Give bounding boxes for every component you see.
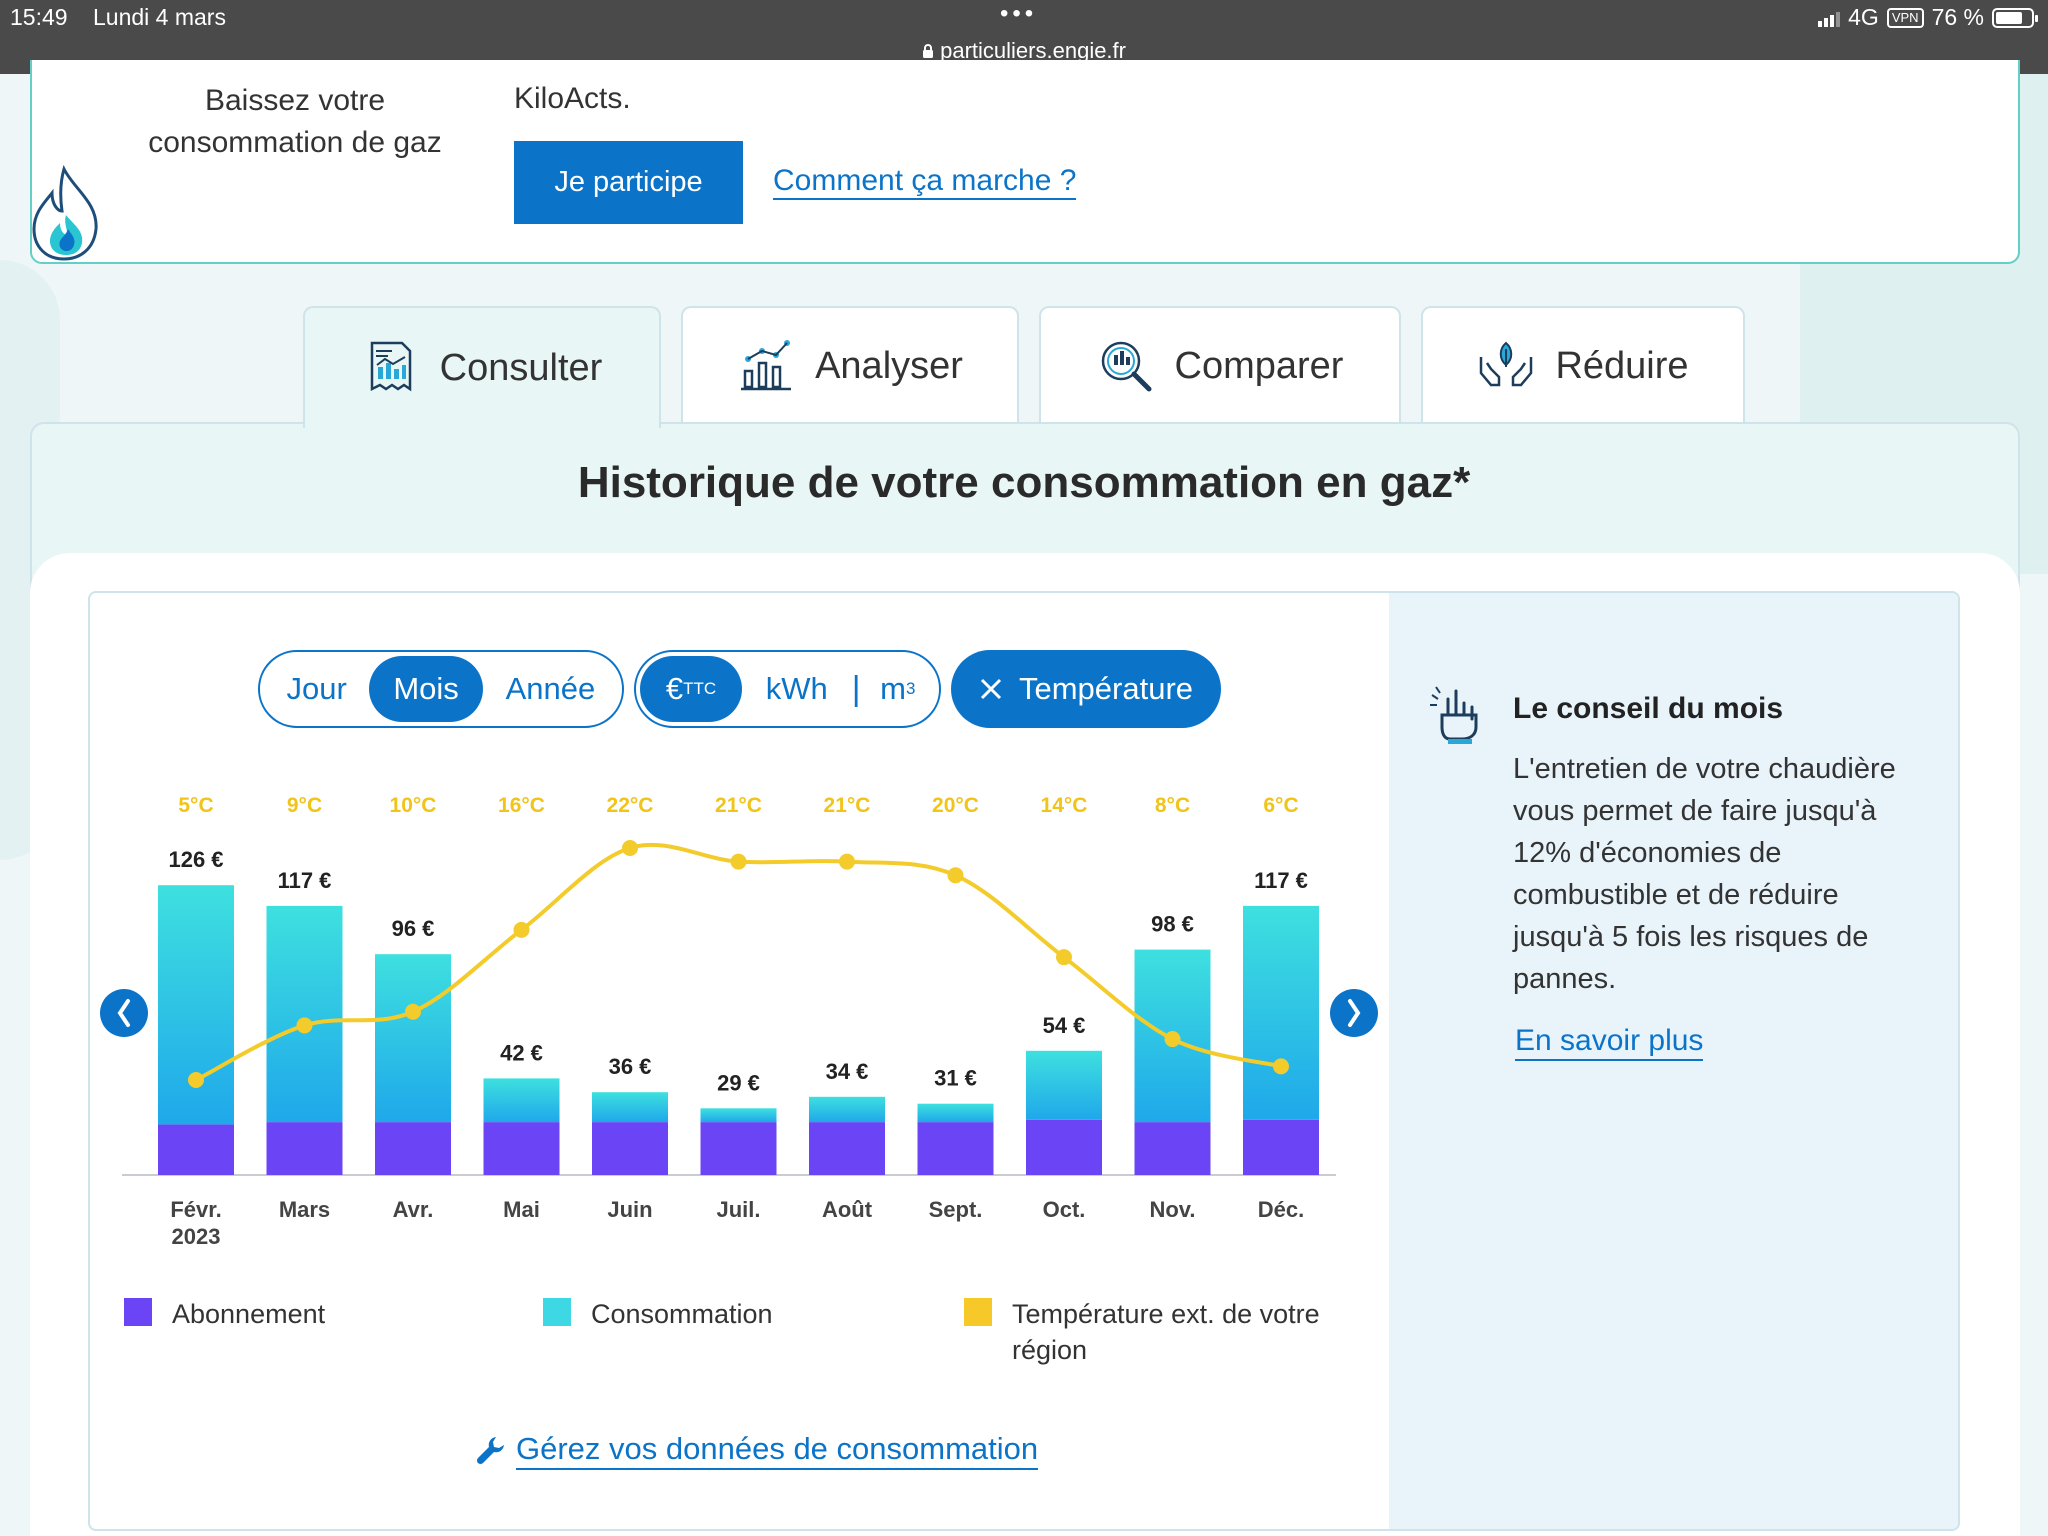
period-toggle: Jour Mois Année xyxy=(258,650,624,728)
legend-abonnement: Abonnement xyxy=(124,1296,444,1332)
temperature-button-label: Température xyxy=(1018,671,1194,706)
tab-analyser[interactable]: Analyser xyxy=(681,306,1019,424)
vpn-badge: VPN xyxy=(1886,7,1924,28)
lock-icon xyxy=(922,38,940,63)
legend-swatch xyxy=(964,1298,992,1326)
nav-button-circle xyxy=(1330,989,1378,1037)
legend-consommation: Consommation xyxy=(543,1296,863,1332)
battery-icon xyxy=(1992,7,2038,28)
chart-prev-button[interactable] xyxy=(100,989,148,1037)
chevron-right-icon xyxy=(1348,999,1361,1027)
legend-label: Abonnement xyxy=(172,1299,326,1329)
unit-euro-label: € xyxy=(665,671,684,706)
legend-label: Consommation xyxy=(591,1299,773,1329)
period-mois[interactable]: Mois xyxy=(369,656,483,722)
temperature-toggle-button[interactable]: Température xyxy=(951,650,1221,728)
magnifier-chart-icon xyxy=(1101,341,1152,392)
unit-kwh[interactable]: kWh xyxy=(765,671,828,706)
pointing-hand-icon xyxy=(1430,686,1478,744)
legend-label: Température ext. de votre région xyxy=(1012,1299,1320,1365)
how-it-works-link[interactable]: Comment ça marche ? xyxy=(773,164,1077,200)
close-icon xyxy=(980,678,1002,700)
tab-label: Consulter xyxy=(439,346,603,389)
learn-more-link[interactable]: En savoir plus xyxy=(1515,1023,1704,1061)
tip-panel xyxy=(1389,593,1958,1529)
tip-text: L'entretien de votre chaudière vous perm… xyxy=(1513,753,1896,995)
manage-data-link-text: Gérez vos données de consommation xyxy=(516,1430,1039,1470)
participate-button[interactable]: Je participe xyxy=(514,141,743,224)
legend-swatch xyxy=(543,1298,571,1326)
flame-icon xyxy=(32,165,98,261)
unit-euro[interactable]: € TTC xyxy=(640,656,742,722)
unit-m3-label: m xyxy=(880,671,906,706)
kiloacts-text: KiloActs. xyxy=(514,82,631,115)
tab-label: Réduire xyxy=(1555,344,1689,387)
chart-next-button[interactable] xyxy=(1330,989,1378,1037)
kiloacts-card xyxy=(30,60,2020,264)
analytics-icon xyxy=(741,340,792,391)
unit-separator: | xyxy=(851,669,861,708)
address-bar[interactable]: particuliers.engie.fr xyxy=(0,38,2048,64)
network-label: 4G xyxy=(1848,4,1879,30)
battery-percent: 76 % xyxy=(1931,4,1984,30)
report-chart-icon xyxy=(370,341,411,392)
url-text: particuliers.engie.fr xyxy=(940,38,1126,63)
page-title: Historique de votre consommation en gaz* xyxy=(577,458,1471,507)
manage-data-link[interactable]: Gérez vos données de consommation xyxy=(476,1430,1039,1470)
status-date: Lundi 4 mars xyxy=(93,4,226,30)
tab-label: Analyser xyxy=(815,344,963,387)
gas-caption: Baissez votre consommation de gaz xyxy=(148,84,442,159)
signal-icon xyxy=(1818,9,1841,27)
wrench-icon xyxy=(476,1437,504,1465)
period-jour[interactable]: Jour xyxy=(286,671,347,706)
period-annee[interactable]: Année xyxy=(505,671,596,706)
tab-consulter[interactable]: Consulter xyxy=(303,306,661,428)
legend-swatch xyxy=(124,1298,152,1326)
nav-button-circle xyxy=(100,989,148,1037)
legend-temperature: Température ext. de votre région xyxy=(964,1296,1324,1368)
status-time: 15:49 xyxy=(10,4,68,30)
chevron-left-icon xyxy=(117,999,130,1027)
tab-label: Comparer xyxy=(1174,344,1344,387)
unit-m3-sup: 3 xyxy=(905,679,916,698)
unit-euro-sup: TTC xyxy=(683,679,717,698)
status-indicators: 4G VPN 76 % xyxy=(1818,4,2038,31)
tab-reduire[interactable]: Réduire xyxy=(1421,306,1745,424)
hands-leaf-icon xyxy=(1480,341,1533,387)
tip-title: Le conseil du mois xyxy=(1513,692,1784,725)
more-dots-icon[interactable]: ••• xyxy=(1000,0,1038,27)
tab-comparer[interactable]: Comparer xyxy=(1039,306,1401,424)
